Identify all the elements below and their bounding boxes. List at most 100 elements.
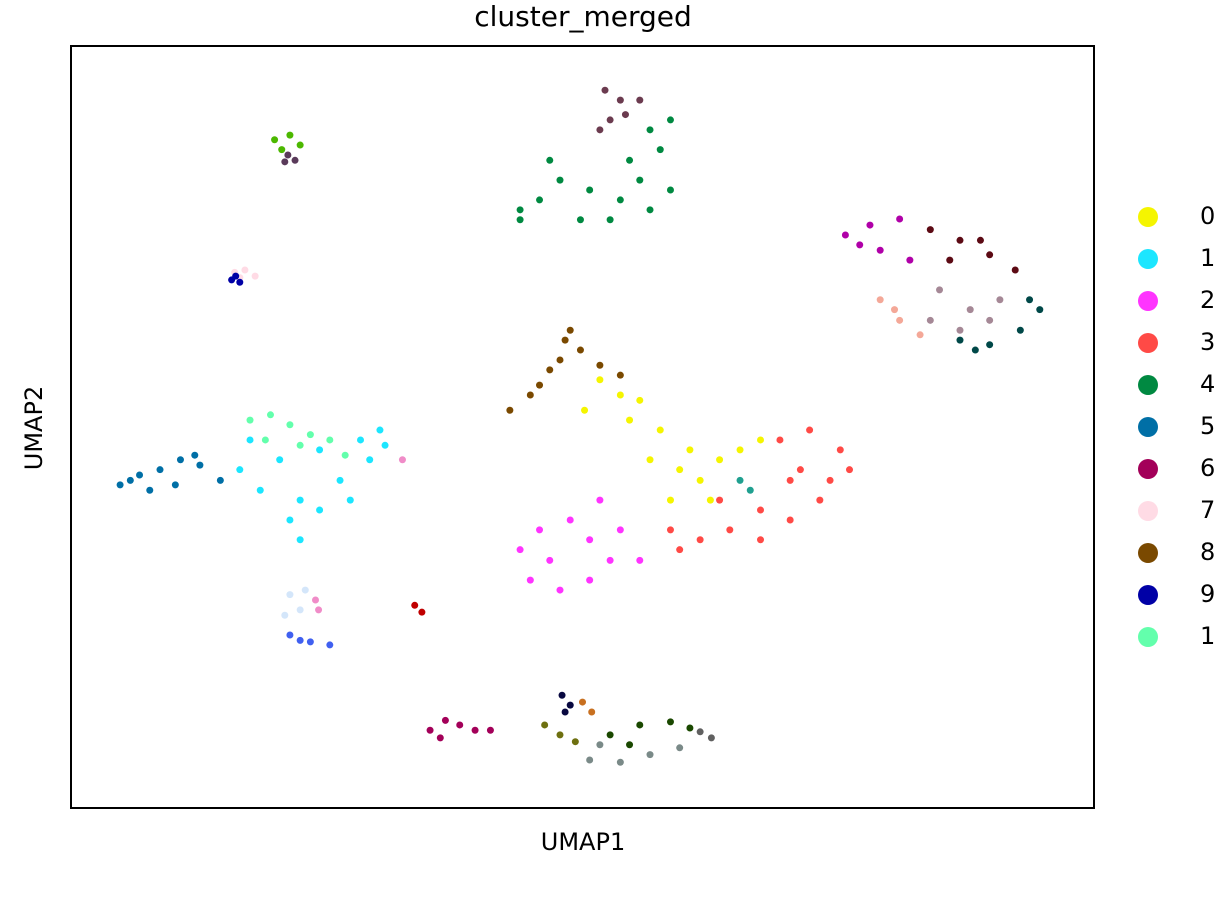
- point: [786, 476, 794, 484]
- point: [866, 221, 874, 229]
- point: [586, 186, 594, 194]
- point: [1036, 306, 1044, 314]
- point: [596, 361, 604, 369]
- point: [411, 601, 419, 609]
- point: [786, 516, 794, 524]
- point: [616, 196, 624, 204]
- point: [586, 756, 594, 764]
- point: [707, 734, 715, 742]
- legend-label: 5: [1200, 412, 1215, 440]
- point: [456, 721, 464, 729]
- point: [976, 236, 984, 244]
- point: [116, 481, 124, 489]
- point: [336, 476, 344, 484]
- point: [381, 441, 389, 449]
- point: [906, 256, 914, 264]
- point: [236, 278, 244, 286]
- point: [856, 241, 864, 249]
- point: [621, 111, 629, 119]
- point: [284, 151, 292, 159]
- point: [306, 638, 314, 646]
- point: [926, 316, 934, 324]
- legend-marker: [1138, 333, 1158, 353]
- point: [558, 691, 566, 699]
- legend-marker: [1138, 543, 1158, 563]
- point: [296, 636, 304, 644]
- point: [176, 456, 184, 464]
- point: [606, 556, 614, 564]
- point: [836, 446, 844, 454]
- point: [686, 446, 694, 454]
- legend-marker: [1138, 459, 1158, 479]
- point: [278, 146, 286, 154]
- point: [636, 396, 644, 404]
- point: [286, 591, 294, 599]
- legend-marker: [1138, 207, 1158, 227]
- legend-marker: [1138, 249, 1158, 269]
- point: [311, 596, 319, 604]
- point: [616, 526, 624, 534]
- point: [696, 476, 704, 484]
- x-axis-label: UMAP1: [541, 828, 625, 856]
- point: [516, 206, 524, 214]
- point: [646, 206, 654, 214]
- point: [486, 726, 494, 734]
- legend-label: 3: [1200, 328, 1215, 356]
- point: [256, 486, 264, 494]
- point: [656, 146, 664, 154]
- point: [606, 731, 614, 739]
- point: [346, 496, 354, 504]
- point: [736, 446, 744, 454]
- point: [896, 215, 904, 223]
- point: [341, 451, 349, 459]
- point: [666, 526, 674, 534]
- point: [956, 326, 964, 334]
- point: [156, 466, 164, 474]
- point: [716, 496, 724, 504]
- point: [816, 496, 824, 504]
- point: [946, 256, 954, 264]
- point: [191, 451, 199, 459]
- point: [436, 734, 444, 742]
- point: [776, 436, 784, 444]
- point: [666, 718, 674, 726]
- point: [806, 426, 814, 434]
- point: [676, 466, 684, 474]
- legend-label: 4: [1200, 370, 1215, 398]
- point: [891, 306, 899, 314]
- point: [471, 726, 479, 734]
- point: [936, 286, 944, 294]
- point: [716, 456, 724, 464]
- point: [261, 436, 269, 444]
- legend-marker: [1138, 585, 1158, 605]
- point: [576, 216, 584, 224]
- point: [506, 406, 514, 414]
- point: [588, 708, 596, 716]
- legend-label: 6: [1200, 454, 1215, 482]
- point: [757, 506, 765, 514]
- point: [266, 411, 274, 419]
- point: [296, 496, 304, 504]
- point: [986, 341, 994, 349]
- point: [606, 216, 614, 224]
- point: [646, 751, 654, 759]
- point: [676, 744, 684, 752]
- point: [516, 216, 524, 224]
- point: [606, 116, 614, 124]
- point: [236, 466, 244, 474]
- point: [1026, 296, 1034, 304]
- point: [846, 466, 854, 474]
- legend-label: 2: [1200, 286, 1215, 314]
- point: [616, 391, 624, 399]
- point: [986, 251, 994, 259]
- point: [706, 496, 714, 504]
- point: [316, 506, 324, 514]
- point: [626, 741, 634, 749]
- point: [296, 606, 304, 614]
- point: [146, 486, 154, 494]
- point: [736, 476, 744, 484]
- point: [696, 728, 704, 736]
- point: [596, 496, 604, 504]
- point: [426, 726, 434, 734]
- point: [301, 586, 309, 594]
